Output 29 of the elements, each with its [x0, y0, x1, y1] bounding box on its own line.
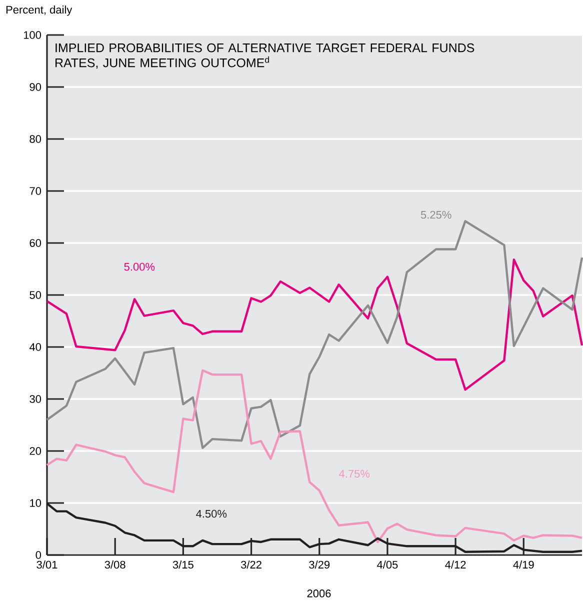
x-tick-label: 3/15: [172, 560, 194, 569]
x-tick-label: 4/12: [445, 560, 466, 569]
x-tick-label: 4/19: [513, 560, 534, 569]
x-tick-label: 3/22: [240, 560, 262, 569]
y-tick-label: 10: [30, 499, 41, 507]
text: 4.50%: [196, 510, 227, 518]
y-tick-label: 30: [30, 395, 41, 403]
y-tick-label: 80: [30, 135, 41, 143]
y-tick-label: 100: [24, 31, 41, 39]
x-tick-label: 4/05: [376, 560, 398, 569]
line-series: [46, 258, 583, 391]
series-label: 5.25%: [420, 210, 452, 219]
text: 5.00%: [124, 262, 155, 271]
x-tick-label: 3/29: [309, 560, 330, 569]
x-axis-title: 2006: [307, 590, 331, 598]
y-tick-label: 50: [30, 291, 41, 299]
y-axis-title: Percent, daily: [6, 6, 72, 16]
line-series: [46, 369, 583, 544]
x-tick-label: 3/08: [104, 560, 126, 569]
y-tick-label: 70: [30, 187, 41, 195]
y-tick-label: 90: [30, 83, 41, 91]
y-tick-label: 60: [30, 239, 41, 247]
line-series: [46, 220, 583, 449]
y-tick-label: 20: [30, 447, 41, 455]
text: 4.75%: [338, 470, 370, 478]
x-tick-label: 3/01: [36, 560, 58, 569]
text: IMPLIED PROBABILITIES OF ALTERNATIVE TARGET FEDERAL FUNDS RATES, JUNE MEETING OUTCOME$^{d}$: [55, 43, 474, 69]
y-tick-label: 40: [29, 343, 41, 351]
y-tick-label: 0: [36, 551, 41, 559]
